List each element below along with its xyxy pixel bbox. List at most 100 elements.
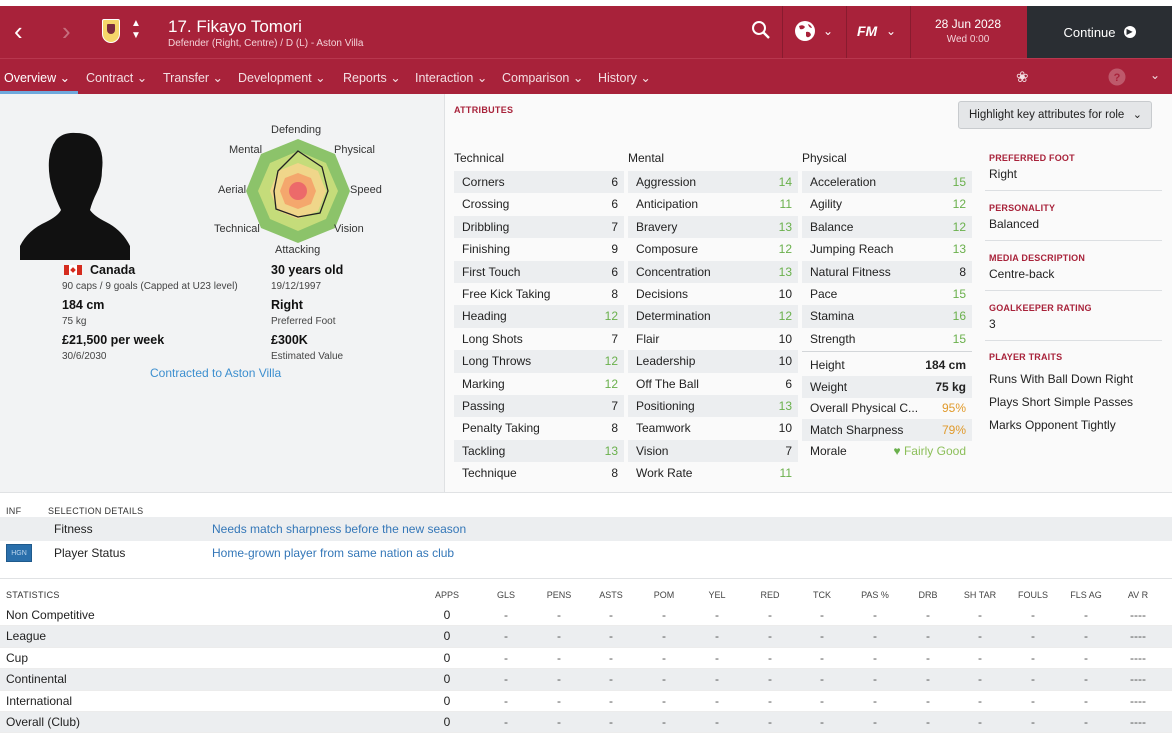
contracted-to-link[interactable]: Contracted to Aston Villa: [150, 366, 282, 380]
attribute-name: Long Throws: [462, 354, 532, 369]
attribute-name: Concentration: [636, 264, 711, 279]
attribute-row[interactable]: Natural Fitness 8: [802, 260, 972, 283]
stat-column-header[interactable]: PAS %: [861, 590, 889, 600]
attribute-row[interactable]: Anticipation 11: [628, 193, 798, 215]
radar-label-technical: Technical: [214, 223, 260, 235]
search-icon[interactable]: [751, 20, 771, 45]
stat-cell: -: [715, 693, 719, 708]
selection-row-fitness[interactable]: Fitness Needs match sharpness before the…: [0, 517, 1172, 541]
tab-development[interactable]: Development ⌄: [238, 71, 326, 85]
tab-transfer[interactable]: Transfer ⌄: [163, 71, 224, 85]
stat-column-header[interactable]: TCK: [813, 590, 831, 600]
attribute-row[interactable]: Teamwork 10: [628, 417, 798, 439]
stat-row[interactable]: League 0- - - - - - - - - - - - ----: [0, 626, 1172, 648]
stat-cell: -: [1084, 672, 1088, 687]
attribute-row[interactable]: Agility 12: [802, 193, 972, 215]
attribute-row[interactable]: Aggression 14: [628, 171, 798, 194]
attribute-row[interactable]: Heading 12: [454, 305, 624, 328]
attribute-row[interactable]: Technique 8: [454, 462, 624, 484]
prev-next-player-icon[interactable]: ▲ ▼: [131, 18, 141, 41]
stat-column-header[interactable]: RED: [760, 590, 780, 600]
attribute-row[interactable]: Flair 10: [628, 328, 798, 350]
stat-column-header[interactable]: FLS AG: [1070, 590, 1102, 600]
radar-label-attacking: Attacking: [275, 244, 321, 256]
staff-icon[interactable]: ❀: [1016, 69, 1029, 86]
stat-row[interactable]: Non Competitive 0- - - - - - - - - - - - ----: [0, 605, 1172, 627]
attribute-row[interactable]: First Touch 6: [454, 260, 624, 283]
back-arrow-icon[interactable]: ‹: [14, 16, 23, 46]
attribute-row[interactable]: Long Throws 12: [454, 350, 624, 373]
highlight-role-dropdown[interactable]: Highlight key attributes for role ⌄: [958, 101, 1152, 129]
stat-cell: -: [504, 608, 508, 622]
stat-cell: 0: [443, 650, 451, 665]
stat-row[interactable]: Overall (Club) 0- - - - - - - - - - - - ----: [0, 712, 1172, 734]
attribute-row[interactable]: Leadership 10: [628, 350, 798, 373]
stat-row[interactable]: International 0- - - - - - - - - - - - ----: [0, 691, 1172, 712]
stat-column-header[interactable]: POM: [653, 590, 675, 600]
attribute-row[interactable]: Determination 12: [628, 305, 798, 328]
attribute-row[interactable]: Corners 6: [454, 171, 624, 194]
attribute-row[interactable]: Finishing 9: [454, 238, 624, 260]
globe-dropdown-chevron-icon[interactable]: ⌄: [823, 24, 834, 38]
fm-icon[interactable]: FM: [857, 23, 878, 39]
attribute-row[interactable]: Dribbling 7: [454, 215, 624, 239]
stat-cell: -: [609, 672, 613, 687]
attribute-row[interactable]: Off The Ball 6: [628, 373, 798, 395]
attribute-row[interactable]: Acceleration 15: [802, 171, 972, 194]
attribute-row[interactable]: Tackling 13: [454, 439, 624, 463]
stat-column-header[interactable]: ASTS: [599, 590, 623, 600]
stat-column-header[interactable]: FOULS: [1017, 590, 1048, 600]
attribute-row[interactable]: Work Rate 11: [628, 462, 798, 484]
fm-dropdown-chevron-icon[interactable]: ⌄: [886, 24, 897, 38]
stat-row[interactable]: Continental 0- - - - - - - - - - - - ----: [0, 669, 1172, 691]
stat-row[interactable]: Cup 0- - - - - - - - - - - - ----: [0, 648, 1172, 670]
stat-column-header[interactable]: YEL: [708, 590, 726, 600]
stat-cell: ----: [1130, 650, 1146, 665]
attribute-row[interactable]: Concentration 13: [628, 260, 798, 283]
continue-button[interactable]: Continue ▶: [1027, 6, 1172, 58]
stat-column-header[interactable]: AV R: [1127, 590, 1149, 600]
tab-reports[interactable]: Reports ⌄: [343, 71, 401, 85]
tab-comparison[interactable]: Comparison ⌄: [502, 71, 584, 85]
stat-cell: -: [662, 693, 666, 708]
attribute-row[interactable]: Bravery 13: [628, 215, 798, 239]
tab-interaction[interactable]: Interaction ⌄: [415, 71, 488, 85]
attribute-row[interactable]: Long Shots 7: [454, 328, 624, 350]
selection-row-player-status[interactable]: HGN Player Status Home-grown player from…: [0, 541, 1172, 565]
stat-cell: -: [820, 608, 824, 622]
stat-column-header[interactable]: DRB: [918, 590, 938, 600]
stat-column-header[interactable]: GLS: [496, 590, 515, 600]
attribute-row[interactable]: Free Kick Taking 8: [454, 283, 624, 305]
attribute-row[interactable]: Stamina 16: [802, 305, 972, 328]
attribute-row[interactable]: Pace 15: [802, 283, 972, 305]
stat-cell: -: [820, 650, 824, 665]
attribute-row[interactable]: Marking 12: [454, 373, 624, 395]
globe-icon[interactable]: [794, 20, 816, 47]
attribute-row[interactable]: Positioning 13: [628, 395, 798, 418]
attribute-name: Teamwork: [636, 421, 691, 436]
stat-column-header[interactable]: PENS: [546, 590, 572, 600]
attribute-value: 6: [785, 376, 792, 391]
continue-label: Continue: [1063, 24, 1116, 40]
attribute-row[interactable]: Jumping Reach 13: [802, 238, 972, 260]
attribute-name: Marking: [462, 376, 505, 391]
attribute-row[interactable]: Vision 7: [628, 439, 798, 463]
stat-column-header[interactable]: SH TAR: [963, 590, 997, 600]
attribute-name: Heading: [462, 309, 507, 324]
stat-column-header[interactable]: APPS: [434, 590, 459, 600]
tab-contract[interactable]: Contract ⌄: [86, 71, 148, 85]
attribute-row[interactable]: Penalty Taking 8: [454, 417, 624, 439]
help-icon[interactable]: ?: [1108, 68, 1126, 90]
attribute-row[interactable]: Passing 7: [454, 395, 624, 418]
tab-history[interactable]: History ⌄: [598, 71, 651, 85]
more-chevron-icon[interactable]: ⌄: [1150, 68, 1161, 82]
attribute-row[interactable]: Strength 15: [802, 328, 972, 350]
attribute-row[interactable]: Crossing 6: [454, 193, 624, 215]
tab-overview[interactable]: Overview ⌄: [4, 71, 71, 85]
preferred-foot-heading: PREFERRED FOOT: [989, 153, 1075, 163]
attribute-row[interactable]: Decisions 10: [628, 283, 798, 305]
forward-arrow-icon[interactable]: ›: [62, 16, 71, 46]
attribute-row[interactable]: Balance 12: [802, 215, 972, 239]
club-crest-icon[interactable]: [102, 19, 120, 43]
attribute-row[interactable]: Composure 12: [628, 238, 798, 260]
